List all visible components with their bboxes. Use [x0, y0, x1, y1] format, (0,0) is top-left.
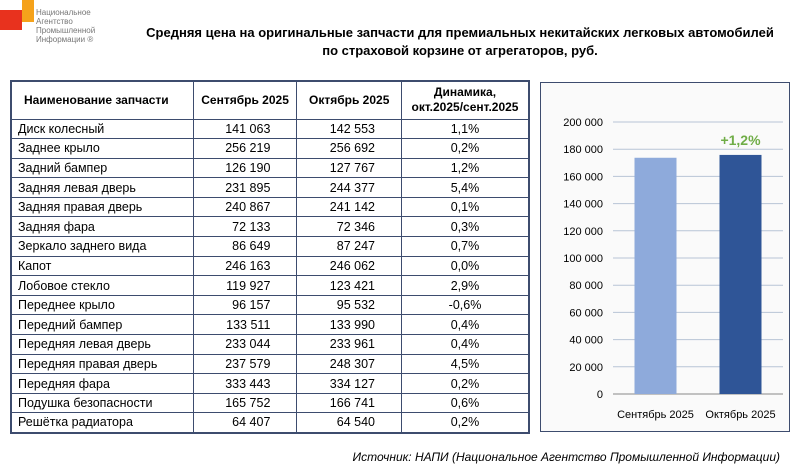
logo-abbr: НАПИ	[5, 4, 20, 10]
source-note: Источник: НАПИ (Национальное Агентство П…	[352, 450, 780, 464]
part-name: Подушка безопасности	[10, 392, 194, 414]
oct-price: 95 532	[296, 294, 402, 316]
table-row: Лобовое стекло 119 927 123 421 2,9%	[10, 275, 530, 296]
logo-text: Национальное Агентство Промышленной Информа…	[36, 8, 96, 44]
sep-price: 133 511	[192, 314, 298, 336]
chart-panel	[540, 82, 790, 432]
table-row: Задний бампер 126 190 127 767 1,2%	[10, 157, 530, 179]
change: 0,4%	[400, 334, 530, 355]
part-name: Заднее крыло	[10, 138, 194, 159]
part-name: Диск колесный	[10, 118, 194, 140]
sep-price: 64 407	[192, 412, 298, 433]
change: -0,6%	[400, 294, 530, 316]
table-row: Задняя фара 72 133 72 346 0,3%	[10, 216, 530, 238]
part-name: Передняя левая дверь	[10, 334, 194, 355]
oct-price: 133 990	[296, 314, 402, 336]
oct-price: 233 961	[296, 334, 402, 355]
part-name: Задняя левая дверь	[10, 177, 194, 198]
oct-price: 127 767	[296, 157, 402, 179]
part-name: Передняя правая дверь	[10, 353, 194, 375]
oct-price: 334 127	[296, 373, 402, 394]
sep-price: 72 133	[192, 216, 298, 238]
oct-price: 64 540	[296, 412, 402, 433]
change: 0,2%	[400, 138, 530, 159]
change: 0,2%	[400, 412, 530, 433]
table-row: Задняя правая дверь 240 867 241 142 0,1%	[10, 196, 530, 218]
part-name: Лобовое стекло	[10, 275, 194, 296]
change: 5,4%	[400, 177, 530, 198]
part-name: Переднее крыло	[10, 294, 194, 316]
change: 0,1%	[400, 196, 530, 218]
column-header: Наименование запчасти	[10, 80, 194, 120]
change: 2,9%	[400, 275, 530, 296]
oct-price: 246 062	[296, 255, 402, 277]
oct-price: 166 741	[296, 392, 402, 414]
napi-logo: НАПИ Национальное Агентство Промышленной Ин…	[0, 0, 130, 60]
oct-price: 256 692	[296, 138, 402, 159]
sep-price: 237 579	[192, 353, 298, 375]
table-row: Передняя правая дверь 237 579 248 307 4,5%	[10, 353, 530, 375]
part-name: Задняя правая дверь	[10, 196, 194, 218]
part-name: Передняя фара	[10, 373, 194, 394]
table-row: Зеркало заднего вида 86 649 87 247 0,7%	[10, 236, 530, 257]
change: 1,1%	[400, 118, 530, 140]
change: 4,5%	[400, 353, 530, 375]
oct-price: 123 421	[296, 275, 402, 296]
part-name: Решётка радиатора	[10, 412, 194, 433]
oct-price: 142 553	[296, 118, 402, 140]
sep-price: 231 895	[192, 177, 298, 198]
part-name: Задний бампер	[10, 157, 194, 179]
change: 0,4%	[400, 314, 530, 336]
sep-price: 333 443	[192, 373, 298, 394]
change: 0,3%	[400, 216, 530, 238]
part-name: Зеркало заднего вида	[10, 236, 194, 257]
page-title: Средняя цена на оригинальные запчасти дл…	[146, 25, 774, 58]
table-row: Заднее крыло 256 219 256 692 0,2%	[10, 138, 530, 159]
sep-price: 126 190	[192, 157, 298, 179]
oct-price: 241 142	[296, 196, 402, 218]
table-row: Диск колесный 141 063 142 553 1,1%	[10, 118, 530, 140]
table-row: Капот 246 163 246 062 0,0%	[10, 255, 530, 277]
oct-price: 72 346	[296, 216, 402, 238]
column-header: Октябрь 2025	[296, 80, 402, 120]
table-row: Подушка безопасности 165 752 166 741 0,6%	[10, 392, 530, 414]
part-name: Передний бампер	[10, 314, 194, 336]
column-header: Сентябрь 2025	[192, 80, 298, 120]
oct-price: 248 307	[296, 353, 402, 375]
change: 0,6%	[400, 392, 530, 414]
table-row: Передняя левая дверь 233 044 233 961 0,4%	[10, 334, 530, 355]
change: 0,2%	[400, 373, 530, 394]
sep-price: 119 927	[192, 275, 298, 296]
sep-price: 86 649	[192, 236, 298, 257]
sep-price: 240 867	[192, 196, 298, 218]
change: 1,2%	[400, 157, 530, 179]
table-row: Переднее крыло 96 157 95 532 -0,6%	[10, 294, 530, 316]
part-name: Задняя фара	[10, 216, 194, 238]
table-row: Передняя фара 333 443 334 127 0,2%	[10, 373, 530, 394]
table-row: Задняя левая дверь 231 895 244 377 5,4%	[10, 177, 530, 198]
column-header: Динамика, окт.2025/сент.2025	[400, 80, 530, 120]
oct-price: 87 247	[296, 236, 402, 257]
part-name: Капот	[10, 255, 194, 277]
table-row: Передний бампер 133 511 133 990 0,4%	[10, 314, 530, 336]
oct-price: 244 377	[296, 177, 402, 198]
sep-price: 165 752	[192, 392, 298, 414]
sep-price: 96 157	[192, 294, 298, 316]
prices-table: Наименование запчасти Сентябрь 2025 Октябр…	[10, 80, 530, 434]
sep-price: 246 163	[192, 255, 298, 277]
sep-price: 256 219	[192, 138, 298, 159]
sep-price: 141 063	[192, 118, 298, 140]
table-row: Решётка радиатора 64 407 64 540 0,2%	[10, 412, 530, 433]
sep-price: 233 044	[192, 334, 298, 355]
change: 0,0%	[400, 255, 530, 277]
change: 0,7%	[400, 236, 530, 257]
